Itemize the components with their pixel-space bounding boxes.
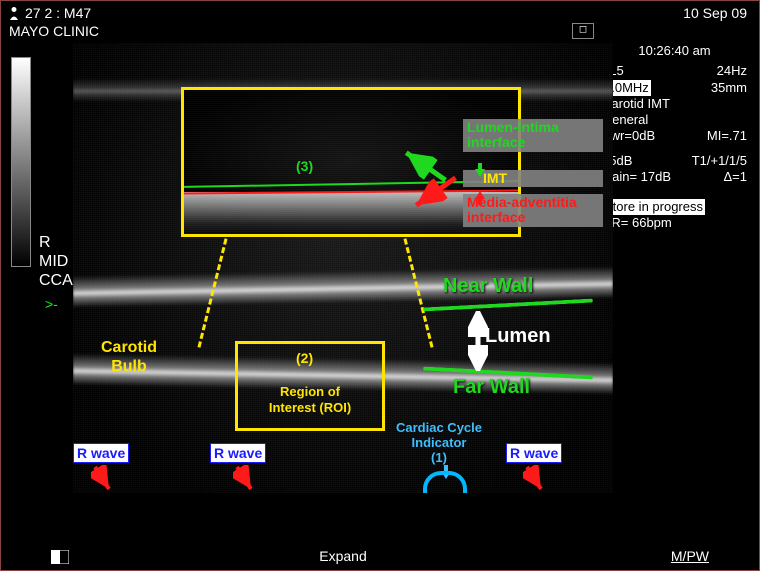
cardiac-line2: Indicator: [396, 436, 482, 451]
cardiac-indicator-ring: (1): [423, 471, 467, 493]
heart-rate: HR= 66bpm: [602, 215, 747, 231]
depth-marker-icon: >-: [45, 296, 58, 312]
exam-time: 10:26:40 am: [602, 43, 747, 59]
roi-label-line2: Interest (ROI): [238, 400, 382, 416]
sonogram-viewport[interactable]: (3) Lumen-intima interface IMT Media-adv…: [73, 43, 613, 493]
carotid-bulb-line1: Carotid: [101, 338, 157, 357]
r-wave-label: R wave: [73, 443, 129, 463]
r-wave-label: R wave: [506, 443, 562, 463]
freq-hz: 24Hz: [717, 63, 747, 79]
near-wall-label: Near Wall: [443, 275, 533, 298]
cardiac-cycle-label: Cardiac Cycle Indicator (1): [396, 421, 482, 466]
r-wave-label: R wave: [210, 443, 266, 463]
carotid-bulb-label: Carotid Bulb: [101, 338, 157, 376]
lumen-intima-label: Lumen-intima interface: [463, 119, 603, 152]
annotation-3: (3): [296, 158, 313, 174]
preset-line1: Carotid IMT: [602, 96, 747, 112]
imt-upper-arrow-icon: [473, 163, 487, 177]
r-wave-arrow-icon: [233, 465, 257, 493]
view-mode-icon[interactable]: [51, 550, 69, 564]
lumen-label: Lumen: [485, 325, 551, 348]
roi-box[interactable]: (2) Region of Interest (ROI): [235, 341, 385, 431]
imt-lower-arrow-icon: [473, 191, 487, 205]
patient-info-block: 27 2 : M47 MAYO CLINIC: [9, 5, 99, 39]
preset-line2: General: [602, 112, 747, 128]
orientation-side: R: [39, 233, 73, 252]
cardiac-line1: Cardiac Cycle: [396, 421, 482, 436]
grayscale-bar: [11, 57, 31, 267]
ultrasound-screen: 27 2 : M47 MAYO CLINIC ◻ 10 Sep 09 10:26…: [1, 1, 759, 570]
orientation-segment: MID: [39, 252, 73, 271]
mpw-button[interactable]: M/PW: [671, 548, 709, 564]
expand-button[interactable]: Expand: [319, 548, 366, 564]
exam-date: 10 Sep 09: [683, 5, 747, 21]
tis: T1/+1/1/5: [692, 153, 747, 169]
orientation-vessel: CCA: [39, 271, 73, 290]
annotation-2: (2): [296, 350, 313, 366]
roi-label: Region of Interest (ROI): [238, 384, 382, 415]
store-status: Store in progress: [602, 199, 705, 215]
r-wave-arrow-icon: [523, 465, 547, 493]
carotid-bulb-line2: Bulb: [101, 357, 157, 376]
patient-id: 27 2 : M47: [25, 5, 91, 21]
annotation-1a: (1): [396, 451, 482, 466]
depth: 35mm: [711, 80, 747, 96]
institution-name: MAYO CLINIC: [9, 23, 99, 39]
r-wave-arrow-icon: [91, 465, 115, 493]
roi-label-line1: Region of: [238, 384, 382, 400]
orientation-labels: R MID CCA: [39, 233, 73, 291]
far-wall-label: Far Wall: [453, 376, 530, 399]
scan-parameters-panel: 10:26:40 am 8L5 24Hz 8.0MHz 35mm Carotid…: [602, 43, 747, 232]
bottom-bar: Expand: [73, 548, 613, 564]
system-logo-icon: ◻: [572, 23, 594, 39]
person-icon: [9, 6, 19, 20]
mechanical-index: MI=.71: [707, 128, 747, 144]
delta: Δ=1: [723, 169, 747, 185]
